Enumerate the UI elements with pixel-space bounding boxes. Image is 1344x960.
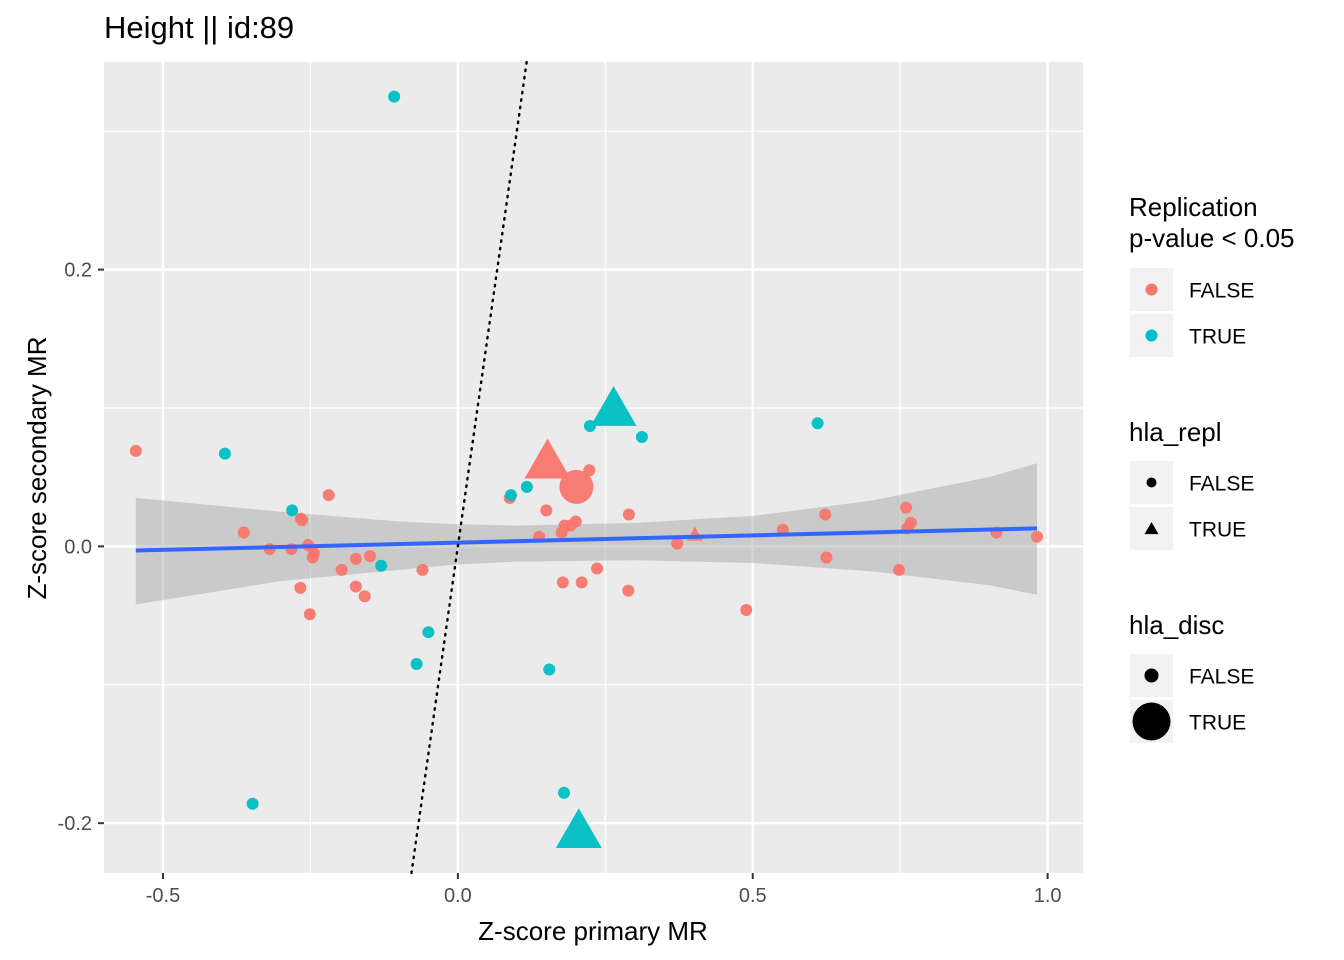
data-point — [349, 552, 362, 565]
data-point — [246, 797, 259, 810]
legend-title: Replication — [1129, 192, 1258, 222]
data-point — [306, 551, 319, 564]
legend-triangle — [1144, 522, 1159, 535]
legend-label: FALSE — [1189, 473, 1254, 496]
data-point — [900, 501, 913, 514]
data-point — [358, 590, 371, 603]
data-point — [575, 576, 588, 589]
legend-swatch — [1145, 329, 1158, 342]
data-point — [569, 515, 582, 528]
legend-title: hla_disc — [1129, 610, 1224, 640]
data-point — [322, 489, 335, 502]
confidence-band — [135, 463, 1038, 605]
data-point — [1030, 530, 1043, 543]
data-point — [540, 504, 553, 517]
legend-label: TRUE — [1189, 519, 1246, 542]
data-point — [363, 550, 376, 563]
x-tick-label: -0.5 — [146, 885, 180, 907]
data-point — [635, 431, 648, 444]
data-point — [622, 584, 635, 597]
data-point — [559, 469, 594, 504]
y-tick-label: 0.2 — [64, 260, 92, 282]
y-tick-label: 0.0 — [64, 536, 92, 558]
y-tick-label: -0.2 — [58, 813, 92, 835]
data-point — [591, 562, 604, 575]
data-point — [375, 559, 388, 572]
data-point — [820, 551, 833, 564]
data-point — [294, 581, 307, 594]
data-point — [904, 516, 917, 529]
data-point — [740, 604, 753, 617]
reference-line-layer — [410, 60, 528, 875]
data-point — [671, 537, 684, 550]
data-point-triangle — [555, 808, 602, 848]
data-point — [218, 447, 231, 460]
legend-circle — [1146, 477, 1157, 488]
axes-layer: -0.5 0.0 0.5 1.0 -0.2 0.0 0.2 — [58, 260, 1062, 907]
data-point — [543, 663, 556, 676]
data-point — [558, 786, 571, 799]
y-axis-title: Z-score secondary MR — [22, 337, 52, 600]
data-point — [556, 576, 569, 589]
fit-line-layer — [135, 526, 1038, 553]
data-point — [416, 563, 429, 576]
legend-title: hla_repl — [1129, 417, 1222, 447]
data-point — [129, 444, 142, 457]
legend-swatch — [1145, 283, 1158, 296]
data-point — [410, 658, 423, 671]
legend-title: p-value < 0.05 — [1129, 223, 1295, 253]
data-point — [303, 608, 316, 621]
data-point — [388, 90, 401, 103]
chart-title: Height || id:89 — [104, 10, 294, 45]
data-point — [622, 508, 635, 521]
legend-size-circle — [1144, 668, 1159, 683]
x-axis-title: Z-score primary MR — [478, 916, 708, 946]
data-point-triangle — [524, 438, 571, 479]
reference-line — [410, 60, 528, 875]
data-point — [811, 417, 824, 430]
major-gridlines — [104, 62, 1083, 873]
legend-label: FALSE — [1189, 666, 1254, 689]
legend-label: TRUE — [1189, 712, 1246, 735]
data-point — [349, 580, 362, 593]
x-tick-label: 0.0 — [444, 885, 472, 907]
data-point — [892, 563, 905, 576]
data-point — [237, 526, 250, 539]
x-tick-label: 0.5 — [739, 885, 767, 907]
data-point — [286, 504, 299, 517]
data-point — [335, 563, 348, 576]
fit-line — [135, 526, 1038, 553]
legend-size-circle — [1132, 702, 1171, 741]
minor-gridlines — [104, 62, 1083, 873]
data-point — [520, 480, 533, 493]
data-point — [504, 489, 517, 502]
data-point — [296, 514, 309, 527]
legend-label: TRUE — [1189, 326, 1246, 349]
confidence-band-layer — [135, 463, 1038, 605]
data-point — [819, 508, 832, 521]
data-point — [422, 626, 435, 639]
data-point-triangle — [590, 386, 637, 426]
points-layer — [129, 90, 1043, 848]
x-tick-label: 1.0 — [1034, 885, 1062, 907]
legend-label: FALSE — [1189, 280, 1254, 303]
